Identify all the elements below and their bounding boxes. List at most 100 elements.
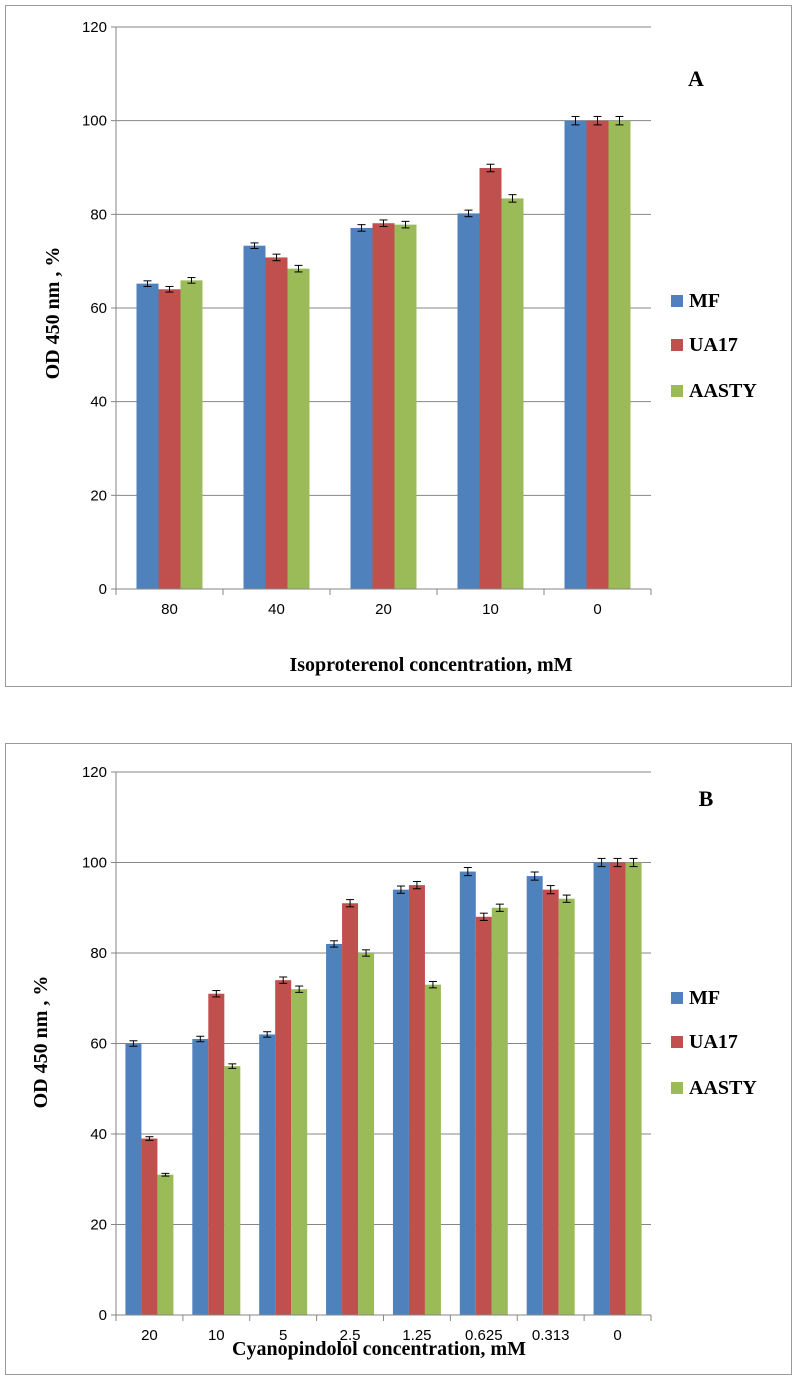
legend-a: MF UA17 AASTY [671, 290, 757, 402]
error-bar-b-ua17-7 [613, 857, 622, 868]
error-bar-b-ua17-1 [212, 990, 221, 998]
y-tick-label-b-1: 20 [90, 1217, 107, 1234]
x-tick-label-a-0: 80 [161, 601, 178, 618]
legend-label-b-ua17: UA17 [689, 1031, 738, 1053]
bar-b-mf-4 [392, 889, 409, 1315]
error-bar-b-aasty-5 [495, 903, 504, 912]
legend-label-b-aasty: AASTY [689, 1077, 757, 1099]
error-bar-b-ua17-2 [279, 976, 288, 984]
error-bar-a-ua17-3 [486, 163, 495, 173]
error-bar-b-aasty-3 [362, 949, 371, 957]
error-bar-a-ua17-1 [272, 253, 281, 262]
bar-a-aasty-0 [180, 280, 203, 589]
legend-label-a-mf: MF [689, 290, 720, 312]
bar-b-aasty-5 [491, 907, 508, 1315]
bar-b-ua17-5 [475, 916, 492, 1315]
x-tick-label-b-3: 2.5 [340, 1327, 361, 1344]
x-tick-label-a-2: 20 [375, 601, 392, 618]
y-tick-label-b-0: 0 [99, 1307, 107, 1324]
y-tick-label-b-5: 100 [82, 855, 107, 872]
bar-a-ua17-1 [265, 257, 288, 589]
error-bar-b-mf-4 [396, 885, 405, 894]
bar-b-ua17-7 [609, 862, 626, 1315]
legend-b: MF UA17 AASTY [671, 987, 757, 1099]
y-axis-title-a: OD 450 nm , % [42, 247, 64, 380]
error-bar-a-aasty-3 [508, 194, 517, 203]
bar-a-aasty-1 [287, 268, 310, 589]
x-tick-label-b-0: 20 [141, 1327, 158, 1344]
error-bar-b-aasty-2 [295, 985, 304, 993]
bar-a-mf-2 [350, 227, 373, 590]
error-bar-b-ua17-4 [412, 881, 421, 890]
x-tick-label-a-4: 0 [593, 601, 601, 618]
legend-label-b-mf: MF [689, 987, 720, 1009]
bar-a-ua17-4 [586, 120, 609, 590]
bar-b-mf-5 [459, 871, 476, 1315]
chart-panel-a: 0 20 40 60 80 100 120 80 40 20 10 0 A Isoproterenol… [5, 5, 792, 687]
y-tick-label-a-6: 120 [82, 19, 107, 36]
y-axis-title-b: OD 450 nm , % [30, 976, 52, 1109]
error-bar-b-aasty-1 [228, 1063, 237, 1069]
x-axis-title-b: Cyanopindolol concentration, mM [232, 1338, 526, 1360]
error-bar-b-ua17-0 [145, 1136, 154, 1141]
error-bar-b-ua17-3 [346, 899, 355, 908]
error-bar-b-aasty-0 [161, 1172, 170, 1177]
legend-swatch-b-aasty [671, 1082, 683, 1094]
y-tick-label-a-1: 20 [90, 487, 107, 504]
bar-b-mf-6 [526, 876, 543, 1315]
error-bar-b-mf-0 [129, 1040, 138, 1047]
legend-swatch-b-mf [671, 992, 683, 1004]
bar-b-aasty-1 [224, 1066, 241, 1315]
bar-b-ua17-6 [542, 889, 559, 1315]
bar-b-mf-0 [125, 1043, 142, 1315]
x-tick-label-b-7: 0 [613, 1327, 621, 1344]
bar-b-ua17-0 [141, 1138, 158, 1315]
bar-b-aasty-6 [558, 898, 575, 1315]
error-bar-b-mf-6 [530, 871, 539, 881]
error-bar-a-ua17-4 [593, 115, 602, 126]
bar-b-mf-3 [326, 943, 343, 1315]
y-tick-label-b-3: 60 [90, 1036, 107, 1053]
x-tick-label-a-3: 10 [482, 601, 499, 618]
bar-b-aasty-4 [424, 984, 441, 1315]
error-bar-b-aasty-7 [629, 857, 638, 868]
legend-swatch-a-aasty [671, 385, 683, 397]
bar-b-mf-7 [593, 862, 610, 1315]
bar-a-ua17-2 [372, 223, 395, 589]
x-tick-label-a-1: 40 [268, 601, 285, 618]
bar-a-aasty-3 [501, 198, 524, 589]
legend-swatch-b-ua17 [671, 1036, 683, 1048]
bar-b-ua17-3 [342, 903, 359, 1315]
y-tick-label-a-3: 60 [90, 300, 107, 317]
x-tick-label-b-6: 0.313 [532, 1327, 570, 1344]
error-bar-a-mf-2 [357, 224, 366, 232]
bar-a-ua17-0 [158, 289, 181, 589]
bar-b-ua17-1 [208, 993, 225, 1315]
error-bar-a-mf-1 [250, 242, 259, 250]
error-bar-a-mf-0 [143, 280, 152, 287]
y-tick-label-a-0: 0 [99, 581, 107, 598]
error-bar-b-mf-2 [263, 1031, 272, 1038]
bar-a-mf-1 [243, 245, 266, 589]
error-bar-b-mf-5 [463, 866, 472, 877]
bar-a-aasty-2 [394, 224, 417, 590]
bar-b-aasty-7 [625, 862, 642, 1315]
legend-swatch-a-mf [671, 295, 683, 307]
error-bar-a-aasty-2 [401, 220, 410, 229]
x-tick-label-b-5: 0.625 [465, 1327, 503, 1344]
x-tick-label-b-4: 1.25 [402, 1327, 431, 1344]
chart-panel-b: 0 20 40 60 80 100 120 20 10 5 2.5 1.25 0.625 0.313 0 B… [5, 743, 792, 1375]
legend-label-a-aasty: AASTY [689, 380, 757, 402]
bar-b-ua17-2 [275, 980, 292, 1315]
bar-a-ua17-3 [479, 167, 502, 590]
y-tick-label-b-6: 120 [82, 764, 107, 781]
bar-b-aasty-0 [157, 1174, 174, 1315]
bar-a-aasty-4 [608, 120, 631, 590]
chart-b-svg: 0 20 40 60 80 100 120 20 10 5 2.5 1.25 0.625 0.313 0 B… [30, 764, 757, 1360]
bar-b-aasty-3 [358, 953, 375, 1315]
bar-a-mf-0 [136, 283, 159, 589]
error-bar-a-mf-3 [464, 209, 473, 218]
bar-b-ua17-4 [408, 885, 425, 1315]
x-tick-label-b-2: 5 [279, 1327, 287, 1344]
